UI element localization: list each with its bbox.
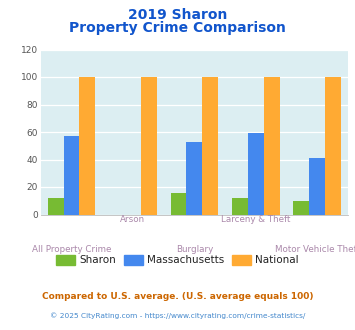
Bar: [309, 158, 325, 214]
Bar: [64, 136, 80, 214]
Text: Arson: Arson: [120, 214, 146, 223]
Bar: [293, 201, 309, 214]
Bar: [141, 77, 157, 214]
Bar: [170, 192, 186, 214]
Text: All Property Crime: All Property Crime: [32, 245, 111, 254]
Bar: [248, 133, 264, 214]
Legend: Sharon, Massachusetts, National: Sharon, Massachusetts, National: [52, 251, 303, 270]
Bar: [80, 77, 95, 214]
Text: © 2025 CityRating.com - https://www.cityrating.com/crime-statistics/: © 2025 CityRating.com - https://www.city…: [50, 312, 305, 318]
Text: Property Crime Comparison: Property Crime Comparison: [69, 21, 286, 35]
Bar: [202, 77, 218, 214]
Bar: [325, 77, 341, 214]
Bar: [186, 142, 202, 214]
Text: Larceny & Theft: Larceny & Theft: [221, 214, 290, 223]
Text: Burglary: Burglary: [176, 245, 213, 254]
Text: 2019 Sharon: 2019 Sharon: [128, 8, 227, 22]
Bar: [232, 198, 248, 214]
Text: Motor Vehicle Theft: Motor Vehicle Theft: [275, 245, 355, 254]
Text: Compared to U.S. average. (U.S. average equals 100): Compared to U.S. average. (U.S. average …: [42, 292, 313, 301]
Bar: [264, 77, 280, 214]
Bar: [48, 198, 64, 214]
